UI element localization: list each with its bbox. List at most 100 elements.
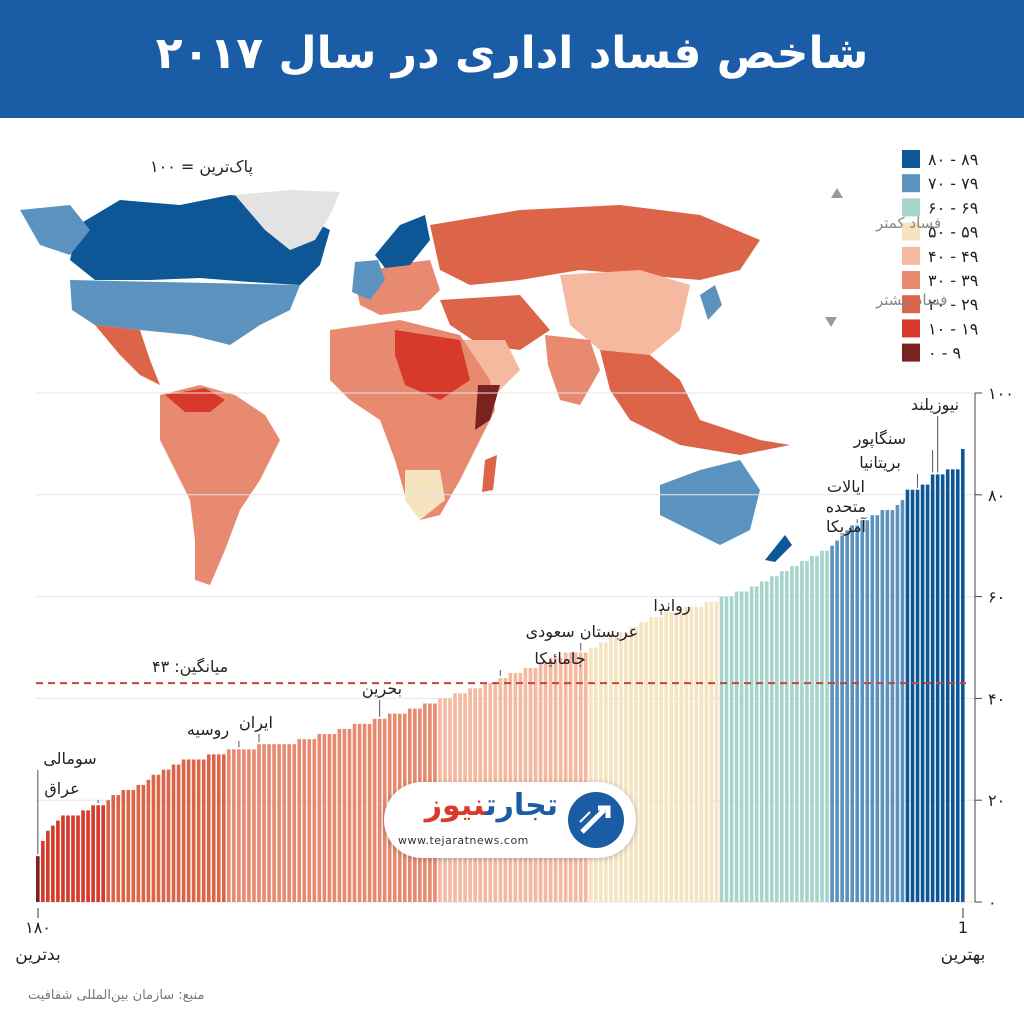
bar xyxy=(317,734,322,902)
map-middle-east xyxy=(440,295,550,350)
map-mexico xyxy=(95,325,160,385)
logo-arrow-icon xyxy=(568,792,624,848)
annotation-label: سومالی xyxy=(43,749,96,769)
bar xyxy=(46,830,50,902)
bar xyxy=(282,744,286,902)
watermark-logo: تجارتنیوز www.tejaratnews.com xyxy=(384,782,636,858)
annotation-label: ایالات xyxy=(827,477,865,496)
bar xyxy=(176,764,181,902)
page-title: شاخص فساد اداری در سال ۲۰۱۷ xyxy=(155,28,869,79)
bar xyxy=(684,606,689,902)
annotation: نیوزیلند xyxy=(911,395,959,473)
bar xyxy=(825,550,829,902)
bar xyxy=(337,728,342,902)
bar xyxy=(734,591,739,902)
arrow-up-icon xyxy=(831,188,843,198)
rank-right: 1 xyxy=(958,918,968,937)
legend-label: ۶۰ - ۶۹ xyxy=(928,198,978,217)
bar xyxy=(669,611,674,902)
average-label: میانگین: ۴۳ xyxy=(152,657,228,677)
bar xyxy=(594,647,598,902)
bar xyxy=(880,510,885,902)
bar xyxy=(181,759,186,902)
map-australia xyxy=(660,460,760,545)
bar xyxy=(563,652,568,902)
bar xyxy=(101,805,105,902)
bar xyxy=(925,484,930,902)
bar xyxy=(790,566,794,902)
bar xyxy=(287,744,291,902)
bar xyxy=(619,632,623,902)
bar xyxy=(56,820,60,902)
bar xyxy=(573,652,578,902)
bar xyxy=(955,469,960,902)
bar xyxy=(91,805,95,902)
bar xyxy=(327,734,332,902)
bar xyxy=(679,611,684,902)
bar xyxy=(51,825,55,902)
annotation-label: بحرین xyxy=(362,679,402,699)
legend-swatch xyxy=(902,319,920,338)
annotation-label: متحده xyxy=(826,497,867,516)
map-southeast-asia xyxy=(600,350,790,455)
bar xyxy=(322,734,327,902)
bar xyxy=(830,545,834,902)
y-tick-label: ۴۰ xyxy=(988,689,1005,708)
bar xyxy=(769,576,774,902)
bar xyxy=(774,576,779,902)
bar xyxy=(242,749,246,902)
map-scandinavia xyxy=(375,215,430,268)
bar xyxy=(764,581,769,902)
legend-swatch xyxy=(902,271,920,289)
bar xyxy=(588,647,593,902)
bar xyxy=(196,759,201,902)
legend: ۸۰ - ۸۹ ۷۰ - ۷۹ ۶۰ - ۶۹ ۵۰ - ۵۹ ۴۰ - ۴۹ ۳۰ - … xyxy=(902,150,978,363)
legend-label: ۰ - ۹ xyxy=(928,344,961,363)
clean-scale-label: پاک‌ترین = ۱۰۰ xyxy=(150,157,253,177)
bar xyxy=(785,571,789,902)
bar xyxy=(870,515,875,902)
logo-name: تجارتنیوز xyxy=(424,788,558,823)
bar xyxy=(81,810,85,902)
legend-swatch xyxy=(902,246,920,265)
bar xyxy=(749,586,754,902)
map-venezuela xyxy=(165,388,225,412)
bar xyxy=(267,744,271,902)
bar xyxy=(800,560,804,902)
annotation-label: بریتانیا xyxy=(859,453,901,473)
bar xyxy=(805,560,809,902)
y-axis-ticks: ۰ ۲۰ ۴۰ ۶۰ ۸۰ ۱۰۰ xyxy=(974,384,1014,912)
bar xyxy=(106,800,110,902)
bar xyxy=(232,749,236,902)
annotation: عربستان سعودی xyxy=(526,622,639,651)
legend-swatch xyxy=(902,174,920,193)
annotation-label: عربستان سعودی xyxy=(526,622,639,642)
bar xyxy=(719,596,724,902)
bar xyxy=(815,555,819,902)
bar xyxy=(151,774,156,902)
bar xyxy=(297,739,302,902)
legend-swatch xyxy=(902,343,920,362)
logo-url: www.tejaratnews.com xyxy=(398,834,529,847)
map-china xyxy=(560,270,690,355)
y-tick-label: ۰ xyxy=(988,893,997,912)
bar xyxy=(86,810,90,902)
bar xyxy=(156,774,161,902)
map-greenland xyxy=(235,190,340,250)
bar xyxy=(905,489,910,902)
bar xyxy=(362,723,367,902)
bar xyxy=(237,749,241,902)
annotation-label: ایران xyxy=(239,713,273,733)
bar xyxy=(216,754,221,902)
bar xyxy=(795,566,799,902)
bar xyxy=(252,749,256,902)
bar xyxy=(754,586,759,902)
legend-swatch xyxy=(902,222,920,241)
annotation: بریتانیا xyxy=(859,453,919,488)
bar xyxy=(146,779,151,902)
bar xyxy=(820,550,824,902)
bar xyxy=(548,657,553,902)
rank-left-caption: بدترین xyxy=(15,945,60,965)
bar xyxy=(206,754,211,902)
